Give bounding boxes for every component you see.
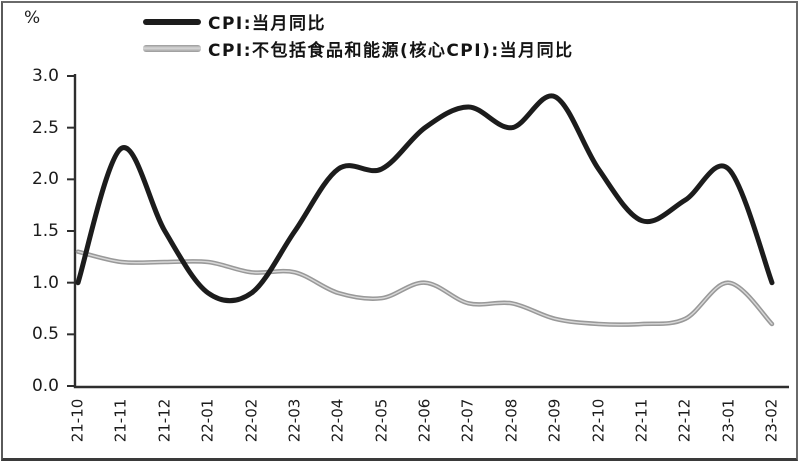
y-axis-ticks — [67, 75, 75, 387]
legend: CPI:当月同比 CPI:不包括食品和能源(核心CPI):当月同比 — [143, 8, 703, 62]
x-tick-label: 21-11 — [111, 398, 130, 443]
legend-label-core-cpi: CPI:不包括食品和能源(核心CPI):当月同比 — [208, 41, 574, 61]
y-tick-label: 1.0 — [31, 272, 59, 293]
x-tick-label: 21-12 — [155, 398, 174, 443]
y-tick-label: 0.5 — [31, 324, 59, 345]
x-tick-label: 21-10 — [68, 398, 87, 443]
y-tick-label: 0.0 — [31, 376, 59, 396]
x-tick-label: 22-12 — [675, 398, 694, 443]
core-cpi-line-highlight — [77, 251, 773, 326]
core-cpi-line-swatch — [143, 45, 201, 52]
x-tick-label: 22-07 — [458, 398, 477, 443]
x-tick-label: 23-02 — [762, 398, 781, 443]
legend-item-core-cpi: CPI:不包括食品和能源(核心CPI):当月同比 — [143, 35, 703, 62]
legend-item-cpi: CPI:当月同比 — [143, 8, 703, 35]
x-tick-label: 22-09 — [545, 398, 564, 443]
x-tick-label: 22-10 — [589, 398, 607, 443]
x-tick-label: 22-06 — [415, 398, 434, 443]
y-tick-label: 3.0 — [31, 66, 59, 86]
x-tick-label: 22-01 — [198, 398, 217, 443]
x-tick-label: 22-04 — [328, 398, 347, 443]
x-tick-label: 22-02 — [242, 398, 260, 443]
y-axis-unit-label: % — [24, 8, 41, 28]
x-tick-label: 22-11 — [632, 398, 651, 443]
cpi-line-swatch — [143, 18, 201, 25]
legend-label-cpi: CPI:当月同比 — [208, 14, 327, 34]
y-tick-label: 2.0 — [31, 169, 59, 190]
y-tick-label: 1.5 — [31, 221, 59, 241]
y-tick-label: 2.5 — [31, 117, 59, 138]
cpi-line — [75, 93, 775, 304]
x-tick-label: 23-01 — [719, 398, 738, 443]
x-tick-label: 22-05 — [372, 398, 391, 443]
x-tick-label: 22-08 — [502, 398, 521, 443]
x-tick-label: 22-03 — [285, 398, 304, 443]
